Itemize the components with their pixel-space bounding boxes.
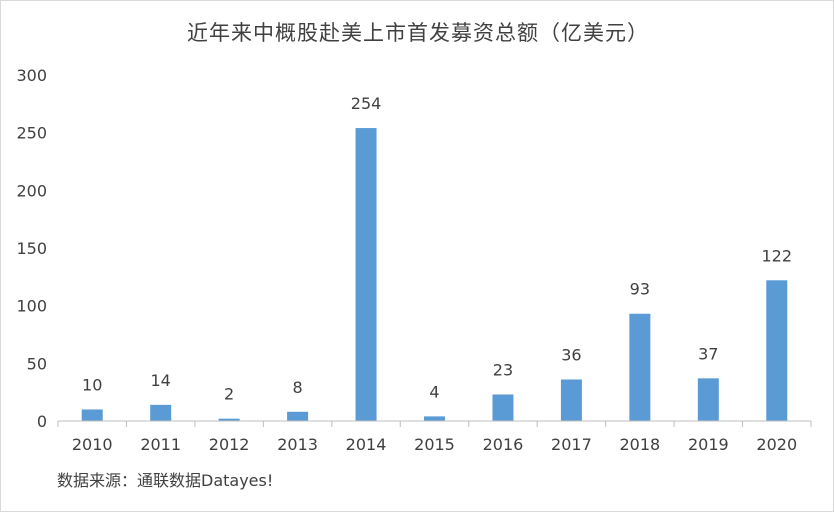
x-tick-label: 2014	[346, 435, 387, 454]
y-tick-label: 150	[16, 239, 47, 258]
data-label-2010: 10	[82, 375, 102, 394]
chart-title: 近年来中概股赴美上市首发募资总额（亿美元）	[187, 21, 649, 45]
data-label-2017: 36	[561, 345, 581, 364]
bar-2017	[560, 379, 582, 421]
data-label-2015: 4	[429, 382, 439, 401]
y-tick-label: 250	[16, 124, 47, 143]
data-label-2019: 37	[698, 344, 718, 363]
y-tick-label: 50	[27, 354, 47, 373]
x-tick-label: 2020	[756, 435, 797, 454]
x-tick-label: 2019	[688, 435, 729, 454]
x-tick-label: 2010	[72, 435, 113, 454]
x-tick-label: 2012	[209, 435, 250, 454]
y-tick-label: 300	[16, 66, 47, 85]
data-label-2012: 2	[224, 385, 234, 404]
y-tick-label: 0	[37, 412, 47, 431]
x-tick-label: 2018	[620, 435, 661, 454]
data-label-2013: 8	[292, 378, 302, 397]
bar-2020	[766, 280, 788, 421]
x-tick-label: 2015	[414, 435, 455, 454]
bar-group	[81, 128, 788, 421]
x-tick-label: 2013	[277, 435, 318, 454]
y-axis-tick-labels: 0 50 100 150 200 250 300	[16, 66, 47, 431]
bar-2016	[492, 394, 514, 421]
bar-2011	[150, 404, 172, 421]
data-label-2018: 93	[630, 280, 650, 299]
bar-2013	[287, 411, 309, 421]
data-label-2020: 122	[761, 246, 792, 265]
x-tick-label: 2011	[140, 435, 181, 454]
bar-2018	[629, 313, 651, 421]
bar-2015	[424, 416, 445, 421]
y-tick-label: 200	[16, 181, 47, 200]
bar-2012	[218, 418, 240, 421]
data-source-note: 数据来源：通联数据Datayes!	[57, 471, 274, 490]
data-label-2011: 14	[151, 371, 171, 390]
y-tick-label: 100	[16, 297, 47, 316]
bar-2014	[355, 128, 377, 421]
bar-2019	[697, 378, 719, 421]
x-tick-label: 2016	[483, 435, 524, 454]
x-tick-label: 2017	[551, 435, 592, 454]
data-label-2016: 23	[493, 360, 513, 379]
data-label-group: 10 14 2 8 254 4 23 36 93 37 122	[82, 94, 792, 404]
bar-2010	[81, 409, 103, 421]
data-label-2014: 254	[351, 94, 382, 113]
x-axis-tick-labels: 2010 2011 2012 2013 2014 2015 2016 2017 2018 2019…	[57, 421, 812, 454]
